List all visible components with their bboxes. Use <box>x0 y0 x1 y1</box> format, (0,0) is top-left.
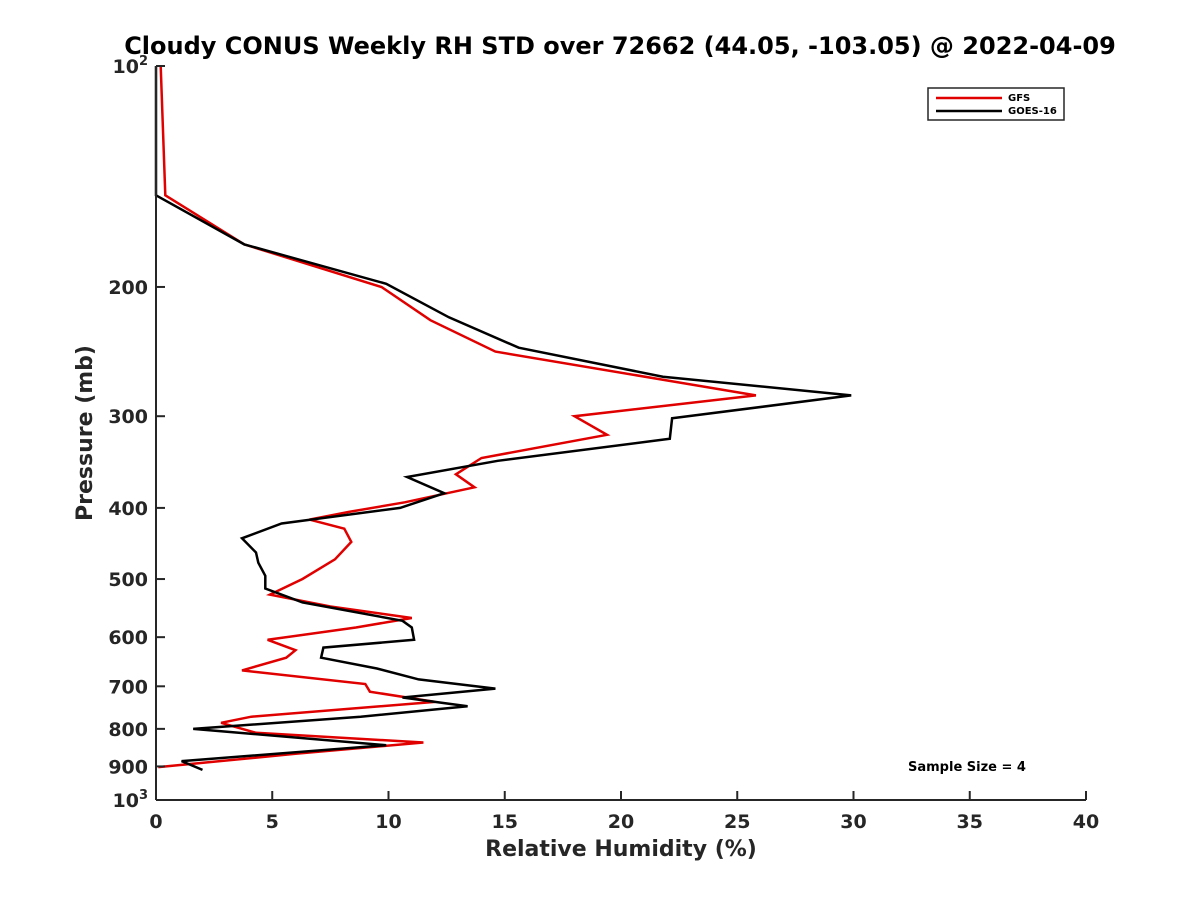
y-tick-label: 103 <box>113 788 149 812</box>
x-tick-label: 40 <box>1073 811 1099 833</box>
x-tick-label: 25 <box>724 811 750 833</box>
y-tick-label: 600 <box>108 627 148 649</box>
series-layer <box>154 65 852 772</box>
x-tick-label: 30 <box>840 811 866 833</box>
y-tick-label: 700 <box>108 676 148 698</box>
x-axis-label: Relative Humidity (%) <box>485 837 757 862</box>
legend-box <box>927 87 1065 121</box>
x-tick-label: 0 <box>149 811 162 833</box>
x-tick-label: 10 <box>375 811 401 833</box>
y-tick-label: 900 <box>108 756 148 778</box>
x-tick-label: 5 <box>266 811 279 833</box>
legend: GFS GOES-16 <box>927 87 1065 121</box>
y-tick-label: 300 <box>108 406 148 428</box>
y-tick-label: 500 <box>108 569 148 591</box>
series-line-gfs <box>158 65 757 769</box>
y-axis-label: Pressure (mb) <box>73 345 98 521</box>
series-line-goes16 <box>154 66 852 772</box>
y-tick-label: 200 <box>108 277 148 299</box>
x-axis-ticks: 0 5 10 15 20 25 30 35 40 <box>149 791 1099 833</box>
x-tick-label: 15 <box>492 811 518 833</box>
y-tick-label: 800 <box>108 719 148 741</box>
chart-title: Cloudy CONUS Weekly RH STD over 72662 (4… <box>124 32 1116 60</box>
legend-label-gfs: GFS <box>1008 93 1030 104</box>
y-tick-label: 102 <box>113 54 149 78</box>
x-tick-label: 20 <box>608 811 634 833</box>
plot-area: 0 5 10 15 20 25 30 35 40 102 200 300 400 500 600 700 80… <box>108 54 1099 833</box>
legend-label-goes16: GOES-16 <box>1008 106 1057 117</box>
y-tick-label: 400 <box>108 498 148 520</box>
y-axis-ticks: 102 200 300 400 500 600 700 800 900 103 <box>108 54 165 812</box>
x-tick-label: 35 <box>957 811 983 833</box>
sample-size-annotation: Sample Size = 4 <box>908 760 1026 775</box>
